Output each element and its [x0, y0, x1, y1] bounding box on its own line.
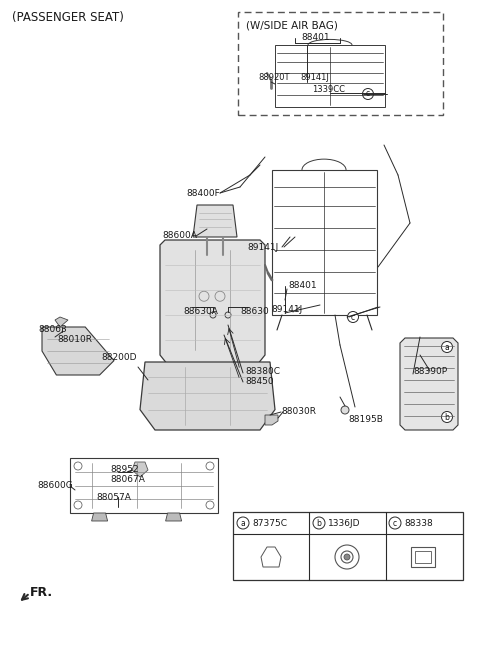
Text: 88400F: 88400F — [186, 189, 220, 198]
Text: 87375C: 87375C — [252, 519, 287, 527]
Polygon shape — [193, 205, 237, 237]
Polygon shape — [400, 338, 458, 430]
Bar — [70, 458, 218, 513]
Circle shape — [237, 517, 249, 529]
Text: a: a — [444, 343, 449, 352]
Text: 88030R: 88030R — [281, 407, 316, 417]
Text: (PASSENGER SEAT): (PASSENGER SEAT) — [12, 10, 124, 24]
Text: 88195B: 88195B — [348, 415, 383, 424]
Bar — [411, 547, 435, 567]
Text: 1339CC: 1339CC — [312, 86, 345, 94]
Bar — [275, 45, 385, 107]
Text: a: a — [240, 519, 245, 527]
Circle shape — [313, 517, 325, 529]
Circle shape — [389, 517, 401, 529]
Text: 88063: 88063 — [38, 324, 67, 333]
Text: c: c — [393, 519, 397, 527]
Text: 88380C: 88380C — [245, 367, 280, 377]
Circle shape — [341, 406, 349, 414]
Text: 88057A: 88057A — [96, 493, 131, 502]
Text: 88338: 88338 — [404, 519, 433, 527]
Circle shape — [362, 88, 373, 100]
Text: b: b — [444, 413, 449, 422]
Text: 1336JD: 1336JD — [328, 519, 360, 527]
Text: c: c — [351, 312, 355, 322]
Polygon shape — [160, 240, 265, 365]
Circle shape — [442, 341, 453, 352]
Text: 88067A: 88067A — [110, 474, 145, 483]
Text: 88630: 88630 — [240, 307, 269, 316]
Text: c: c — [366, 90, 370, 98]
Text: 88401: 88401 — [288, 282, 317, 291]
Circle shape — [344, 554, 350, 560]
Text: 89141J: 89141J — [300, 73, 329, 83]
Polygon shape — [166, 513, 181, 521]
Text: 88600G: 88600G — [37, 481, 73, 491]
Bar — [233, 512, 463, 580]
Text: 89141J: 89141J — [271, 305, 302, 314]
Text: 88200D: 88200D — [101, 352, 136, 362]
Text: 88600A: 88600A — [162, 231, 197, 240]
Text: 88401: 88401 — [302, 33, 330, 43]
Polygon shape — [92, 513, 108, 521]
Bar — [415, 551, 431, 563]
Polygon shape — [140, 362, 275, 430]
Text: (W/SIDE AIR BAG): (W/SIDE AIR BAG) — [246, 20, 338, 30]
Text: b: b — [317, 519, 322, 527]
Polygon shape — [132, 462, 148, 477]
Text: 88010R: 88010R — [57, 335, 92, 343]
Polygon shape — [42, 327, 114, 375]
Circle shape — [442, 411, 453, 422]
Text: FR.: FR. — [30, 586, 53, 599]
Bar — [272, 170, 377, 315]
Text: 88920T: 88920T — [258, 73, 289, 83]
Circle shape — [348, 312, 359, 322]
Text: 88390P: 88390P — [413, 367, 447, 375]
Text: 88952: 88952 — [110, 464, 139, 474]
Polygon shape — [55, 317, 68, 327]
Polygon shape — [265, 415, 278, 425]
Text: 88450: 88450 — [245, 377, 274, 386]
Text: 89141J: 89141J — [247, 242, 278, 252]
Text: 88630A: 88630A — [183, 307, 218, 316]
